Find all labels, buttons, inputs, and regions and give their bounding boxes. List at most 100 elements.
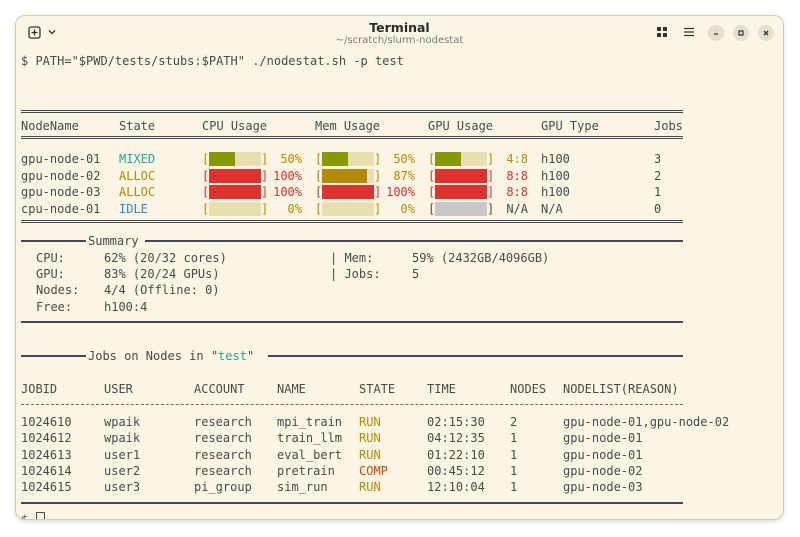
cpu-value: 50% [280,152,302,166]
node-name: gpu-node-03 [21,185,101,199]
col-nodename: NodeName [21,119,79,133]
shell-prompt: $ [21,512,28,519]
col-nodes: NODES [510,382,547,396]
job-user: wpaik [104,415,141,429]
menu-dropdown-button[interactable] [42,22,62,42]
job-id: 1024610 [21,415,72,429]
cpu-bar-fill [209,168,261,183]
job-id: 1024612 [21,431,72,446]
cpu-bracket-open: [ [202,152,210,166]
gpu-bracket-open: [ [428,152,436,166]
summary-gpu-value: 83% (20/24 GPUs) [104,267,220,281]
job-nodes: 1 [510,480,518,495]
job-nodes: 1 [510,447,518,462]
job-row: 1024614 user2 research pretrain COMP 00:45:12… [16,463,776,479]
gpu-bracket-close: ] [487,185,495,199]
node-jobs: 3 [654,152,662,166]
mem-value: 0% [400,201,415,216]
gpu-value: 8:8 [506,168,528,183]
job-account: research [194,447,252,462]
summary-gpu-label: GPU: [36,267,65,281]
summary-mem-value: 59% (2432GB/4096GB) [412,251,550,265]
summary-nodes-value: 4/4 (Offline: 0) [104,283,220,297]
mem-bar-fill [322,185,374,199]
terminal-window: Terminal ~/scratch/slurm-nodestat $ PATH… [16,16,783,519]
maximize-button[interactable] [733,25,749,41]
summary-mem-label: | Mem: [330,251,374,265]
cpu-bracket-close: ] [261,201,269,216]
gpu-value: 4:8 [506,152,528,166]
job-nodes: 1 [510,431,518,446]
col-account: ACCOUNT [194,382,245,396]
close-button[interactable] [758,25,774,41]
cpu-value: 0% [287,201,302,216]
window-subtitle: ~/scratch/slurm-nodestat [335,35,464,46]
title-bar: Terminal ~/scratch/slurm-nodestat [16,16,783,47]
job-user: user1 [104,447,141,462]
gpu-bracket-close: ] [487,201,495,216]
mem-bar-fill [322,152,348,166]
job-state: RUN [359,480,381,495]
mem-value: 87% [393,168,415,183]
summary-jobs-value: 5 [412,267,420,281]
job-name: mpi_train [277,415,343,429]
text-cursor[interactable] [36,512,45,519]
summary-free-value: h100:4 [104,300,148,314]
node-jobs: 0 [654,201,662,216]
close-icon [763,30,769,36]
cpu-value: 100% [273,168,302,183]
summary-rule-right [145,240,683,242]
grid-icon [657,27,667,37]
separator [21,220,683,223]
grid-view-button[interactable] [652,22,672,42]
job-row: 1024615 user3 pi_group sim_run RUN 12:10:04 1 g… [16,479,776,495]
new-tab-button[interactable] [24,22,44,42]
job-account: research [194,431,252,446]
minimize-button[interactable] [708,25,724,41]
job-time: 04:12:35 [427,431,485,446]
cpu-bar-fill [209,152,235,166]
col-jobstate: STATE [359,382,396,396]
terminal-output[interactable]: $ PATH="$PWD/tests/stubs:$PATH" ./nodest… [16,48,783,519]
node-name: gpu-node-01 [21,152,101,166]
job-state: RUN [359,447,381,462]
mem-bracket-open: [ [315,201,323,216]
job-account: research [194,463,252,478]
job-nodelist: gpu-node-01 [563,447,643,462]
node-jobs: 2 [654,168,662,183]
job-time: 01:22:10 [427,447,485,462]
job-nodelist: gpu-node-02 [563,463,643,478]
col-state: State [119,119,156,133]
node-name: gpu-node-02 [21,168,101,183]
cpu-bar-fill [209,185,261,199]
node-state: ALLOC [119,168,156,183]
col-mem: Mem Usage [315,119,381,133]
job-state: RUN [359,431,381,446]
job-state: RUN [359,415,381,429]
job-id: 1024613 [21,447,72,462]
summary-rule-left [21,240,86,242]
job-account: research [194,415,252,429]
job-user: user3 [104,480,141,495]
col-nodelist: NODELIST(REASON) [563,382,679,396]
mem-bar-track [322,201,374,216]
mem-bracket-open: [ [315,185,323,199]
mem-bracket-close: ] [374,168,382,183]
mem-bracket-close: ] [374,201,382,216]
gpu-bar-track [435,185,487,199]
jobs-dashed-separator [21,404,683,405]
node-row: gpu-node-01 MIXED [] 50% [] 50% [] 4:8 h100 3 [16,151,716,167]
chevron-down-icon [48,30,56,35]
cpu-bar-track [209,201,261,216]
cpu-bracket-close: ] [261,185,269,199]
cpu-value: 100% [273,185,302,199]
mem-bar-track [322,168,374,183]
job-user: user2 [104,463,141,478]
main-menu-button[interactable] [679,22,699,42]
node-gpu-type: N/A [541,201,563,216]
mem-value: 50% [393,152,415,166]
mem-bracket-close: ] [374,185,382,199]
gpu-bracket-close: ] [487,152,495,166]
job-user: wpaik [104,431,141,446]
job-nodes: 2 [510,415,518,429]
